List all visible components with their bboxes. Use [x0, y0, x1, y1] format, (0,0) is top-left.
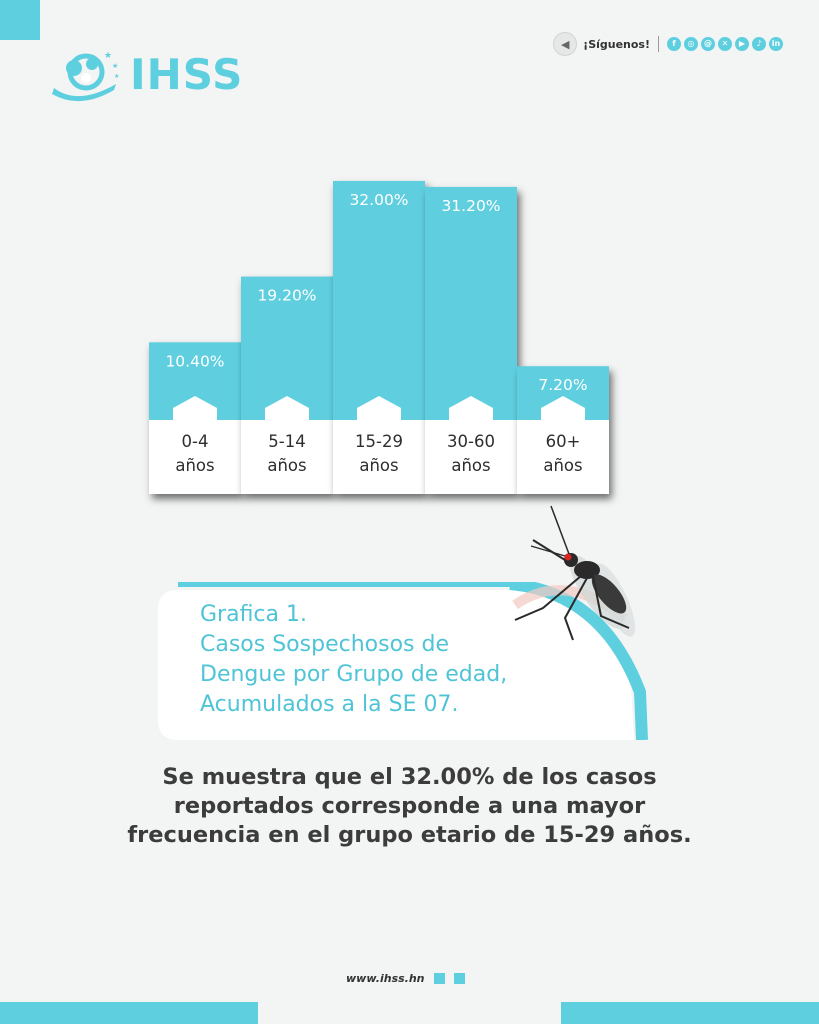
category-label-panel: [517, 396, 609, 494]
social-bar: ◀ ¡Síguenos! f ◎ @ ✕ ▶ ♪ in: [553, 32, 783, 56]
threads-icon[interactable]: @: [701, 37, 715, 51]
summary-line: reportados corresponde a una mayor: [173, 793, 646, 819]
bar-value-label: 31.20%: [441, 197, 500, 215]
ihss-emblem-icon: ★ ★ ★: [52, 51, 119, 102]
summary-text: Se muestra que el 32.00% de los casos re…: [60, 763, 759, 850]
caption-line: Dengue por Grupo de edad,: [200, 662, 508, 687]
summary-line: frecuencia en el grupo etario de 15-29 a…: [127, 822, 692, 848]
linkedin-icon[interactable]: in: [769, 37, 783, 51]
decor-square: [453, 973, 465, 984]
mosquito-illustration: [512, 505, 636, 641]
x-icon[interactable]: ✕: [718, 37, 732, 51]
megaphone-icon: ◀: [553, 32, 578, 56]
summary-line: Se muestra que el 32.00% de los casos: [162, 764, 657, 790]
follow-label: ¡Síguenos!: [583, 37, 650, 51]
caption-line: Casos Sospechosos de: [200, 632, 449, 657]
tiktok-icon[interactable]: ♪: [752, 37, 766, 51]
category-tick-label: años: [359, 456, 398, 475]
caption-line: Grafica 1.: [200, 602, 307, 627]
category-tick-label: años: [267, 456, 306, 475]
category-label-panel: [333, 396, 425, 494]
brand-name: IHSS: [130, 49, 244, 99]
website-footer: www.ihss.hn: [346, 972, 465, 985]
category-label-panel: [425, 396, 517, 494]
category-tick-label: 30-60: [447, 432, 495, 451]
category-label-panel: [149, 396, 241, 494]
bar-group: 7.20% 60+ años: [517, 366, 609, 494]
age-group-bar-chart: 10.40% 0-4 años 19.20% 5-14 años 32.00% 15-29 añ…: [149, 180, 609, 494]
category-tick-label: años: [451, 456, 490, 475]
bar-value-label: 32.00%: [349, 191, 408, 209]
chart-caption: Grafica 1. Casos Sospechosos de Dengue p…: [200, 600, 580, 720]
caption-line: Acumulados a la SE 07.: [200, 692, 459, 717]
category-tick-label: 15-29: [355, 432, 403, 451]
ihss-logo[interactable]: ★ ★ ★ IHSS: [48, 44, 243, 104]
category-label-panel: [241, 396, 333, 494]
footer-bar: [0, 1002, 258, 1024]
category-tick-label: 0-4: [182, 432, 209, 451]
youtube-icon[interactable]: ▶: [735, 37, 749, 51]
footer-bar: [561, 1002, 819, 1024]
svg-text:★: ★: [112, 62, 118, 70]
category-tick-label: 60+: [546, 432, 581, 451]
bar-value-label: 19.20%: [257, 287, 316, 305]
category-tick-label: años: [543, 456, 582, 475]
instagram-icon[interactable]: ◎: [684, 37, 698, 51]
svg-text:★: ★: [114, 73, 119, 80]
category-tick-label: años: [175, 456, 214, 475]
caption-card: [158, 582, 648, 740]
bar-value-label: 10.40%: [165, 352, 224, 370]
decor-square: [433, 973, 445, 984]
category-tick-label: 5-14: [268, 432, 305, 451]
svg-text:★: ★: [104, 51, 112, 61]
bar-value-label: 7.20%: [538, 376, 587, 394]
bar-group: 10.40% 0-4 años: [149, 342, 241, 494]
bar-group: 31.20% 30-60 años: [425, 186, 517, 494]
facebook-icon[interactable]: f: [667, 37, 681, 51]
divider: [658, 36, 659, 52]
bar-group: 19.20% 5-14 años: [241, 276, 333, 494]
website-link[interactable]: www.ihss.hn: [346, 972, 425, 985]
bar-group: 32.00% 15-29 años: [333, 180, 425, 494]
corner-accent: [0, 0, 40, 40]
